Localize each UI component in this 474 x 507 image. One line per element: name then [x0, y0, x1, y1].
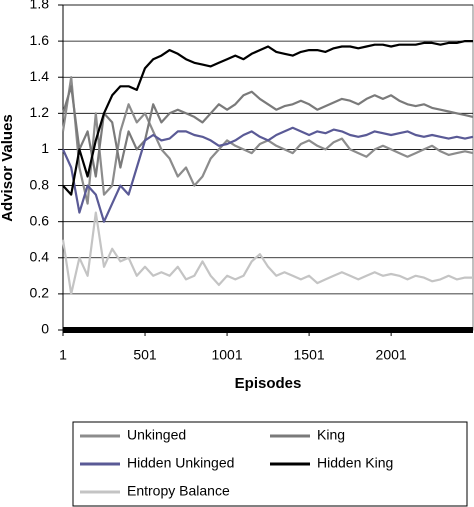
y-tick-label: 1: [41, 140, 49, 156]
y-tick-label: 0.6: [30, 212, 50, 228]
x-tick-label: 1001: [211, 347, 242, 363]
y-tick-label: 0.4: [30, 248, 50, 264]
x-tick-label: 501: [133, 347, 157, 363]
y-tick-label: 1.2: [30, 104, 50, 120]
y-tick-label: 0.2: [30, 285, 50, 301]
y-tick-label: 1.4: [30, 68, 50, 84]
series-line: [61, 85, 474, 178]
legend-label: Hidden Unkinged: [127, 455, 234, 471]
y-tick-label: 0: [41, 321, 49, 337]
x-tick-label: 1501: [294, 347, 325, 363]
y-axis-title: Advisor Values: [0, 114, 16, 222]
legend-label: Unkinged: [127, 427, 186, 443]
y-tick-label: 1.6: [30, 32, 50, 48]
y-tick-label: 0.8: [30, 176, 50, 192]
series-line: [61, 211, 473, 295]
legend-label: King: [317, 427, 345, 443]
series-line: [62, 40, 473, 196]
y-tick-label: 1.8: [30, 0, 50, 12]
x-tick-label: 2001: [376, 347, 407, 363]
x-tick-label: 1: [59, 347, 67, 363]
x-axis-title: Episodes: [235, 375, 302, 392]
legend-label: Entropy Balance: [127, 483, 230, 499]
x-axis-bar: [63, 327, 473, 333]
series-line: [61, 126, 474, 223]
plot-area: [62, 4, 474, 331]
legend-label: Hidden King: [317, 455, 393, 471]
